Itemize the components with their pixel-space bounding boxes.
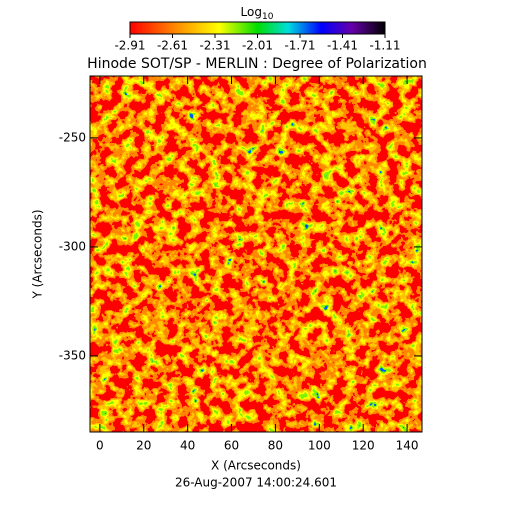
colorbar-tick-label: -2.61 <box>157 39 188 53</box>
colorbar-tick-label: -2.91 <box>114 39 145 53</box>
plot-frame <box>89 75 423 433</box>
colorbar-tick-label: -1.11 <box>369 39 400 53</box>
x-tick-label: 100 <box>308 439 331 453</box>
y-tick-label: -300 <box>59 239 86 253</box>
x-tick-label: 40 <box>180 439 195 453</box>
x-tick-label: 120 <box>352 439 375 453</box>
colorbar-tick-label: -1.71 <box>284 39 315 53</box>
colorbar-label: Log10 <box>241 5 274 22</box>
x-tick-label: 60 <box>224 439 239 453</box>
x-tick-label: 140 <box>396 439 419 453</box>
axes: 0 20 40 60 80 100 120 140 -350 -300 -250 -2.91 -2.61… <box>59 34 422 453</box>
footer-date: 26-Aug-2007 14:00:24.601 <box>175 476 337 490</box>
x-tick-label: 20 <box>136 439 151 453</box>
colorbar <box>129 21 386 35</box>
y-tick-label: -350 <box>59 348 86 362</box>
y-axis-label: Y (Arcseconds) <box>31 209 45 299</box>
x-tick-label: 0 <box>96 439 104 453</box>
y-tick-label: -250 <box>59 130 86 144</box>
colorbar-tick-label: -2.01 <box>242 39 273 53</box>
heatmap <box>90 76 422 432</box>
x-axis-label: X (Arcseconds) <box>211 459 301 473</box>
chart-title: Hinode SOT/SP - MERLIN : Degree of Polar… <box>87 56 427 72</box>
colorbar-tick-label: -2.31 <box>199 39 230 53</box>
colorbar-tick-label: -1.41 <box>327 39 358 53</box>
x-tick-label: 80 <box>268 439 283 453</box>
